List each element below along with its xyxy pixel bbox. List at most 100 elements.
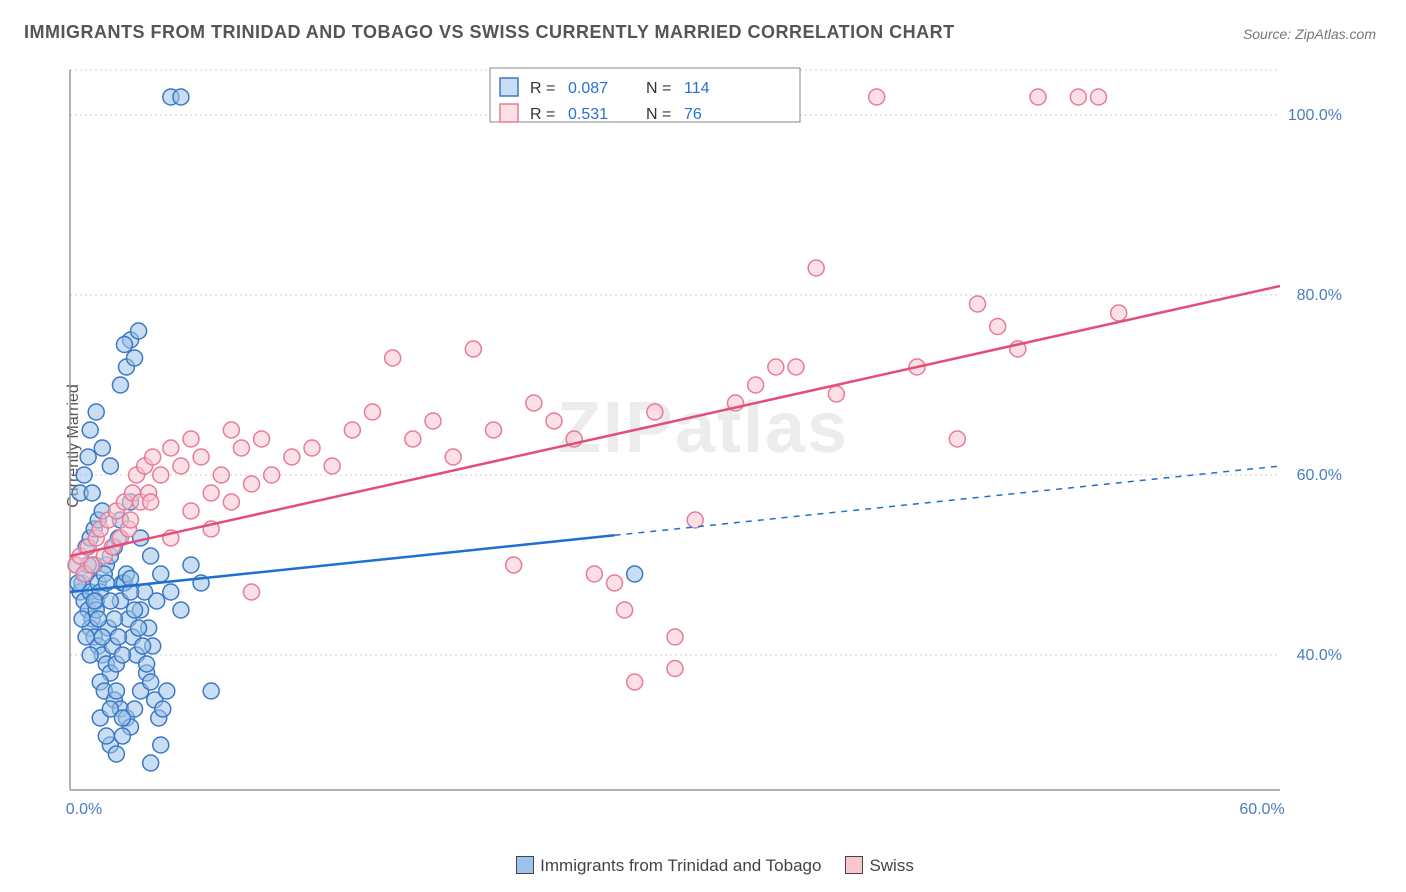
data-point — [114, 728, 130, 744]
data-point — [149, 593, 165, 609]
legend-n-label: N = — [646, 80, 671, 97]
data-point — [114, 647, 130, 663]
legend-label: Immigrants from Trinidad and Tobago — [540, 856, 821, 875]
data-point — [1091, 89, 1107, 105]
data-point — [82, 647, 98, 663]
data-point — [112, 377, 128, 393]
data-point — [808, 260, 824, 276]
legend-r-value: 0.087 — [568, 80, 608, 97]
data-point — [344, 422, 360, 438]
data-point — [647, 404, 663, 420]
data-point — [76, 467, 92, 483]
data-point — [284, 449, 300, 465]
data-point — [627, 674, 643, 690]
legend-n-value: 76 — [684, 106, 702, 123]
data-point — [102, 458, 118, 474]
data-point — [244, 584, 260, 600]
legend-bottom: Immigrants from Trinidad and Tobago Swiss — [0, 856, 1406, 876]
data-point — [1070, 89, 1086, 105]
data-point — [155, 701, 171, 717]
legend-r-label: R = — [530, 106, 555, 123]
data-point — [110, 629, 126, 645]
data-point — [405, 431, 421, 447]
data-point — [788, 359, 804, 375]
data-point — [203, 683, 219, 699]
data-point — [183, 503, 199, 519]
data-point — [526, 395, 542, 411]
data-point — [748, 377, 764, 393]
data-point — [108, 746, 124, 762]
data-point — [78, 629, 94, 645]
data-point — [94, 440, 110, 456]
data-point — [143, 494, 159, 510]
data-point — [1030, 89, 1046, 105]
data-point — [163, 584, 179, 600]
data-point — [131, 323, 147, 339]
data-point — [131, 620, 147, 636]
chart-title: IMMIGRANTS FROM TRINIDAD AND TOBAGO VS S… — [24, 22, 955, 43]
data-point — [486, 422, 502, 438]
data-point — [114, 710, 130, 726]
data-point — [869, 89, 885, 105]
data-point — [153, 467, 169, 483]
data-point — [768, 359, 784, 375]
data-point — [324, 458, 340, 474]
data-point — [94, 629, 110, 645]
data-point — [254, 431, 270, 447]
legend-n-label: N = — [646, 106, 671, 123]
data-point — [233, 440, 249, 456]
data-point — [667, 661, 683, 677]
data-point — [123, 512, 139, 528]
data-point — [139, 656, 155, 672]
data-point — [98, 728, 114, 744]
data-point — [304, 440, 320, 456]
data-point — [153, 566, 169, 582]
data-point — [193, 449, 209, 465]
source-label: Source: ZipAtlas.com — [1243, 26, 1376, 42]
data-point — [365, 404, 381, 420]
legend-swatch — [500, 78, 518, 96]
trend-line-blue-dash — [615, 466, 1281, 535]
data-point — [506, 557, 522, 573]
data-point — [949, 431, 965, 447]
data-point — [127, 350, 143, 366]
data-point — [627, 566, 643, 582]
y-tick-label: 80.0% — [1297, 287, 1342, 304]
legend-swatch — [845, 856, 863, 874]
data-point — [173, 458, 189, 474]
data-point — [970, 296, 986, 312]
data-point — [90, 611, 106, 627]
data-point — [465, 341, 481, 357]
data-point — [159, 683, 175, 699]
legend-r-value: 0.531 — [568, 106, 608, 123]
chart-svg: 40.0%60.0%80.0%100.0%0.0%60.0%R =0.087N … — [60, 60, 1360, 830]
data-point — [223, 494, 239, 510]
data-point — [183, 557, 199, 573]
data-point — [80, 449, 96, 465]
x-tick-label: 0.0% — [66, 801, 102, 818]
data-point — [143, 755, 159, 771]
data-point — [990, 319, 1006, 335]
data-point — [135, 638, 151, 654]
legend-n-value: 114 — [684, 80, 710, 97]
chart-area: 40.0%60.0%80.0%100.0%0.0%60.0%R =0.087N … — [60, 60, 1360, 830]
legend-swatch — [516, 856, 534, 874]
data-point — [86, 593, 102, 609]
legend-label: Swiss — [869, 856, 913, 875]
y-tick-label: 40.0% — [1297, 647, 1342, 664]
data-point — [153, 737, 169, 753]
data-point — [445, 449, 461, 465]
data-point — [183, 431, 199, 447]
data-point — [546, 413, 562, 429]
data-point — [607, 575, 623, 591]
data-point — [1111, 305, 1127, 321]
data-point — [84, 485, 100, 501]
data-point — [106, 611, 122, 627]
data-point — [163, 440, 179, 456]
data-point — [264, 467, 280, 483]
data-point — [223, 422, 239, 438]
data-point — [586, 566, 602, 582]
data-point — [617, 602, 633, 618]
y-tick-label: 60.0% — [1297, 467, 1342, 484]
legend-r-label: R = — [530, 80, 555, 97]
